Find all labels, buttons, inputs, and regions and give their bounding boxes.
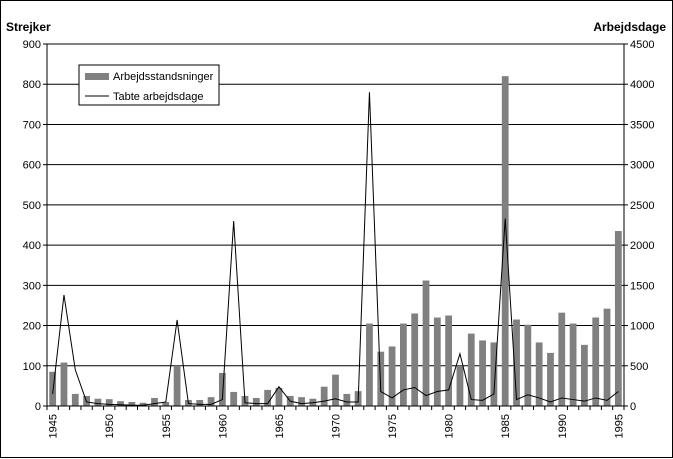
bar (71, 393, 79, 406)
bar (366, 323, 373, 406)
bar (479, 340, 486, 406)
x-axis-ticks: 1945 1950 1955 1960 1965 1970 1975 1980 1985 1990… (46, 406, 625, 438)
bar (320, 386, 328, 406)
left-axis-title: Strejker (6, 20, 51, 34)
bar (343, 393, 351, 406)
bar (230, 391, 238, 406)
bar (524, 324, 532, 406)
bar (275, 387, 283, 406)
bar (445, 315, 453, 406)
x-tick-label: 1990 (557, 414, 569, 438)
bar (467, 333, 475, 406)
bar (60, 362, 68, 406)
legend: Arbejdsstandsninger Tabte arbejdsdage (78, 64, 220, 106)
bar (218, 373, 226, 406)
gridlines (47, 43, 624, 367)
left-tick-label: 0 (35, 401, 41, 413)
bar (264, 389, 272, 406)
line-path (52, 92, 619, 406)
left-tick-label: 300 (23, 280, 41, 292)
right-tick-label: 2500 (630, 200, 654, 212)
right-tick-label: 4000 (630, 79, 654, 91)
bar-series (49, 76, 622, 406)
bar (128, 401, 136, 406)
bar (399, 323, 407, 406)
x-tick-label: 1945 (48, 414, 60, 438)
right-tick-label: 2000 (630, 240, 654, 252)
right-tick-label: 3000 (630, 160, 654, 172)
legend-label-bars: Arbejdsstandsninger (113, 71, 214, 83)
legend-label-line: Tabte arbejdsdage (113, 91, 204, 103)
right-tick-label: 0 (630, 401, 636, 413)
left-tick-label: 100 (23, 361, 41, 373)
bar (581, 344, 588, 406)
bar (151, 397, 158, 406)
bar (332, 374, 339, 406)
bar (388, 346, 396, 406)
left-tick-label: 600 (23, 160, 41, 172)
bar (117, 401, 124, 406)
bar (422, 280, 430, 406)
legend-box (78, 64, 220, 106)
bar (433, 317, 441, 406)
bar (411, 313, 419, 406)
x-tick-label: 1955 (161, 414, 173, 438)
right-axis-title: Arbejdsdage (593, 20, 666, 34)
right-tick-label: 3500 (630, 119, 654, 131)
left-tick-label: 500 (23, 200, 41, 212)
left-tick-label: 700 (23, 119, 41, 131)
bar (139, 402, 147, 406)
x-tick-label: 1960 (217, 414, 229, 438)
x-tick-label: 1970 (331, 414, 343, 438)
left-tick-label: 800 (23, 79, 41, 91)
right-axis-ticks: 0 500 1000 1500 2000 2500 3000 3500 4000 4500 (624, 39, 654, 413)
bar (173, 365, 181, 406)
bar (592, 317, 600, 406)
right-tick-label: 1500 (630, 280, 654, 292)
line-series (52, 92, 619, 406)
bar (207, 397, 215, 406)
bar (456, 365, 464, 406)
left-tick-label: 200 (23, 321, 41, 333)
left-axis-ticks: 0 100 200 300 400 500 600 700 800 900 (23, 39, 47, 413)
right-tick-label: 1000 (630, 321, 654, 333)
x-tick-label: 1975 (387, 414, 399, 438)
left-tick-label: 400 (23, 240, 41, 252)
bar (490, 342, 498, 406)
x-tick-label: 1995 (613, 414, 625, 438)
x-tick-label: 1965 (274, 414, 286, 438)
x-tick-label: 1950 (104, 414, 116, 438)
bar (603, 308, 611, 406)
right-tick-label: 500 (630, 361, 648, 373)
bar (614, 231, 622, 406)
bar (49, 371, 57, 406)
bar (94, 398, 102, 406)
bar (196, 399, 204, 406)
bar (547, 352, 554, 406)
axes (46, 44, 625, 407)
bar (513, 319, 520, 406)
bar (162, 401, 170, 406)
x-tick-label: 1980 (444, 414, 456, 438)
x-tick-label: 1985 (500, 414, 512, 438)
bar (298, 397, 305, 406)
left-tick-label: 900 (23, 39, 41, 51)
right-tick-label: 4500 (630, 39, 654, 51)
bar (501, 76, 509, 406)
legend-bar-swatch (85, 73, 109, 80)
bar (252, 397, 260, 406)
bar (105, 399, 113, 406)
bar (569, 323, 577, 406)
bar (535, 342, 543, 406)
bar (558, 312, 566, 406)
